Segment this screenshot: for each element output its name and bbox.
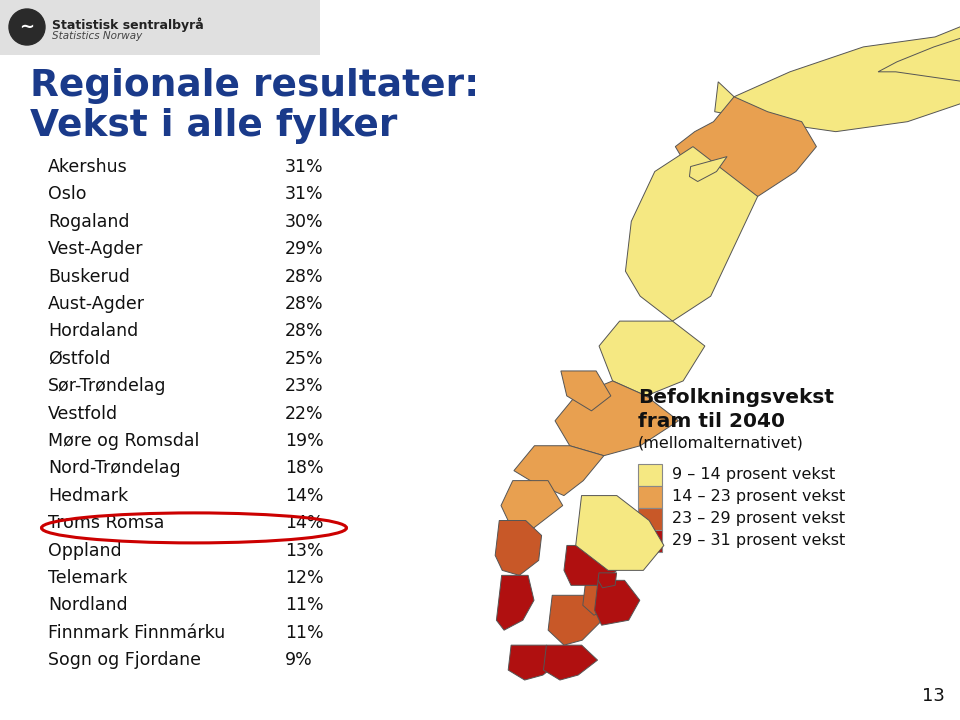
Polygon shape (878, 22, 960, 82)
Text: Finnmark Finnmárku: Finnmark Finnmárku (48, 624, 226, 642)
Bar (638, 508, 662, 530)
Text: Aust-Agder: Aust-Agder (48, 295, 145, 313)
Polygon shape (514, 446, 604, 495)
Bar (0, 0, 320, 55)
Polygon shape (548, 595, 602, 645)
Text: 9 – 14 prosent vekst: 9 – 14 prosent vekst (672, 467, 835, 482)
Text: (mellomalternativet): (mellomalternativet) (638, 436, 804, 451)
Text: Vekst i alle fylker: Vekst i alle fylker (30, 108, 397, 144)
Polygon shape (576, 495, 664, 570)
Text: 31%: 31% (285, 158, 324, 176)
Text: Hedmark: Hedmark (48, 487, 128, 505)
Text: ∼: ∼ (19, 18, 35, 36)
Text: 13%: 13% (285, 541, 324, 559)
Text: Møre og Romsdal: Møre og Romsdal (48, 432, 200, 450)
Text: Nord-Trøndelag: Nord-Trøndelag (48, 459, 180, 477)
Polygon shape (508, 645, 563, 680)
Text: Rogaland: Rogaland (48, 213, 130, 231)
Text: fram til 2040: fram til 2040 (638, 412, 785, 431)
Polygon shape (495, 521, 541, 575)
Text: Troms Romsa: Troms Romsa (48, 514, 164, 532)
Text: Befolkningsvekst: Befolkningsvekst (638, 388, 834, 407)
Polygon shape (689, 156, 727, 181)
Text: 22%: 22% (285, 405, 324, 423)
Text: Oslo: Oslo (48, 185, 86, 203)
Polygon shape (594, 580, 639, 625)
Text: 18%: 18% (285, 459, 324, 477)
Text: Statistics Norway: Statistics Norway (52, 31, 142, 41)
Polygon shape (543, 645, 597, 680)
Text: Regionale resultater:: Regionale resultater: (30, 68, 479, 104)
Text: 23 – 29 prosent vekst: 23 – 29 prosent vekst (672, 511, 845, 526)
Polygon shape (555, 381, 679, 456)
Bar (638, 464, 662, 486)
Text: 14 – 23 prosent vekst: 14 – 23 prosent vekst (672, 490, 845, 505)
Text: Vest-Agder: Vest-Agder (48, 240, 143, 258)
Text: Statistisk sentralbyrå: Statistisk sentralbyrå (52, 17, 204, 32)
Polygon shape (501, 481, 563, 536)
Polygon shape (598, 573, 616, 588)
Text: 14%: 14% (285, 487, 324, 505)
Text: 14%: 14% (285, 514, 324, 532)
Text: 29 – 31 prosent vekst: 29 – 31 prosent vekst (672, 534, 845, 549)
Text: 28%: 28% (285, 323, 324, 341)
Circle shape (9, 9, 45, 45)
Text: Oppland: Oppland (48, 541, 122, 559)
Text: Sogn og Fjordane: Sogn og Fjordane (48, 651, 201, 669)
Polygon shape (714, 22, 960, 132)
Polygon shape (561, 371, 611, 411)
Text: 11%: 11% (285, 596, 324, 614)
Polygon shape (564, 546, 617, 585)
Text: 25%: 25% (285, 350, 324, 368)
Bar (638, 530, 662, 552)
Text: 28%: 28% (285, 268, 324, 286)
Text: 9%: 9% (285, 651, 313, 669)
Text: 13: 13 (923, 687, 945, 705)
Text: 19%: 19% (285, 432, 324, 450)
Text: 31%: 31% (285, 185, 324, 203)
Text: Østfold: Østfold (48, 350, 110, 368)
Text: 30%: 30% (285, 213, 324, 231)
Text: 23%: 23% (285, 377, 324, 395)
Text: Telemark: Telemark (48, 569, 128, 587)
Text: 12%: 12% (285, 569, 324, 587)
Bar (638, 486, 662, 508)
Text: 29%: 29% (285, 240, 324, 258)
Text: Vestfold: Vestfold (48, 405, 118, 423)
Text: Hordaland: Hordaland (48, 323, 138, 341)
Polygon shape (583, 585, 612, 615)
Text: Sør-Trøndelag: Sør-Trøndelag (48, 377, 166, 395)
Polygon shape (496, 575, 534, 630)
Polygon shape (599, 321, 705, 396)
Text: Buskerud: Buskerud (48, 268, 130, 286)
Polygon shape (626, 147, 757, 321)
Text: Akershus: Akershus (48, 158, 128, 176)
Polygon shape (675, 96, 816, 197)
Text: 28%: 28% (285, 295, 324, 313)
Text: Nordland: Nordland (48, 596, 128, 614)
Text: 11%: 11% (285, 624, 324, 642)
